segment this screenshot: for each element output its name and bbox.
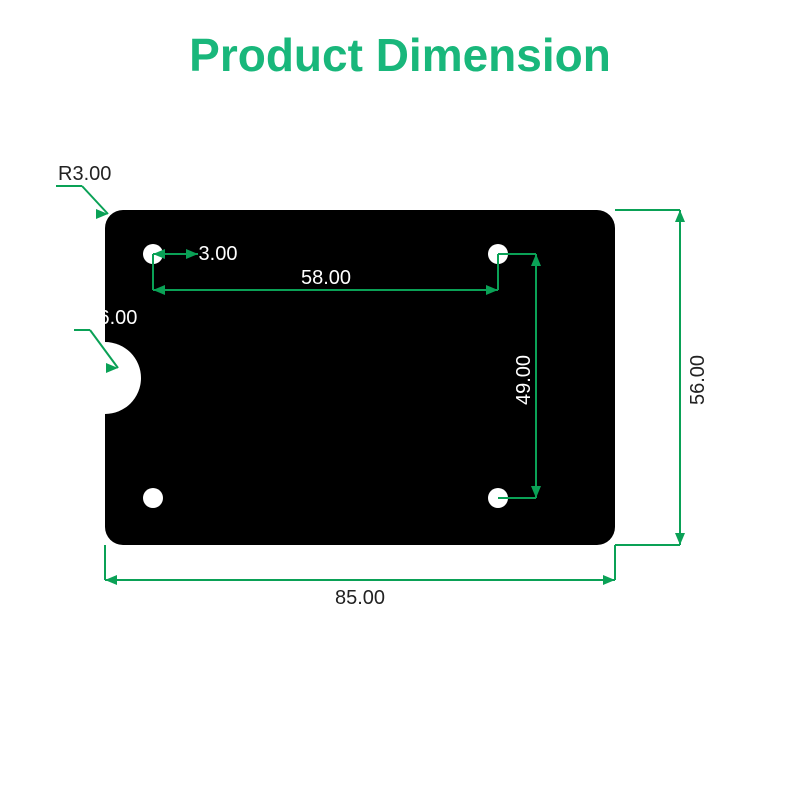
- dim-label: 56.00: [687, 355, 709, 405]
- dim-label: 3.00: [199, 243, 238, 265]
- dim-label: R6.00: [84, 307, 137, 329]
- dim-label: R3.00: [58, 163, 111, 185]
- dim-label: 58.00: [301, 267, 351, 289]
- dim-label: 49.00: [513, 355, 535, 405]
- dimension-drawing: 85.00 56.00 58.00 49.00 3.00 R3.00 R6.00: [0, 0, 800, 800]
- dim-label: 85.00: [335, 587, 385, 609]
